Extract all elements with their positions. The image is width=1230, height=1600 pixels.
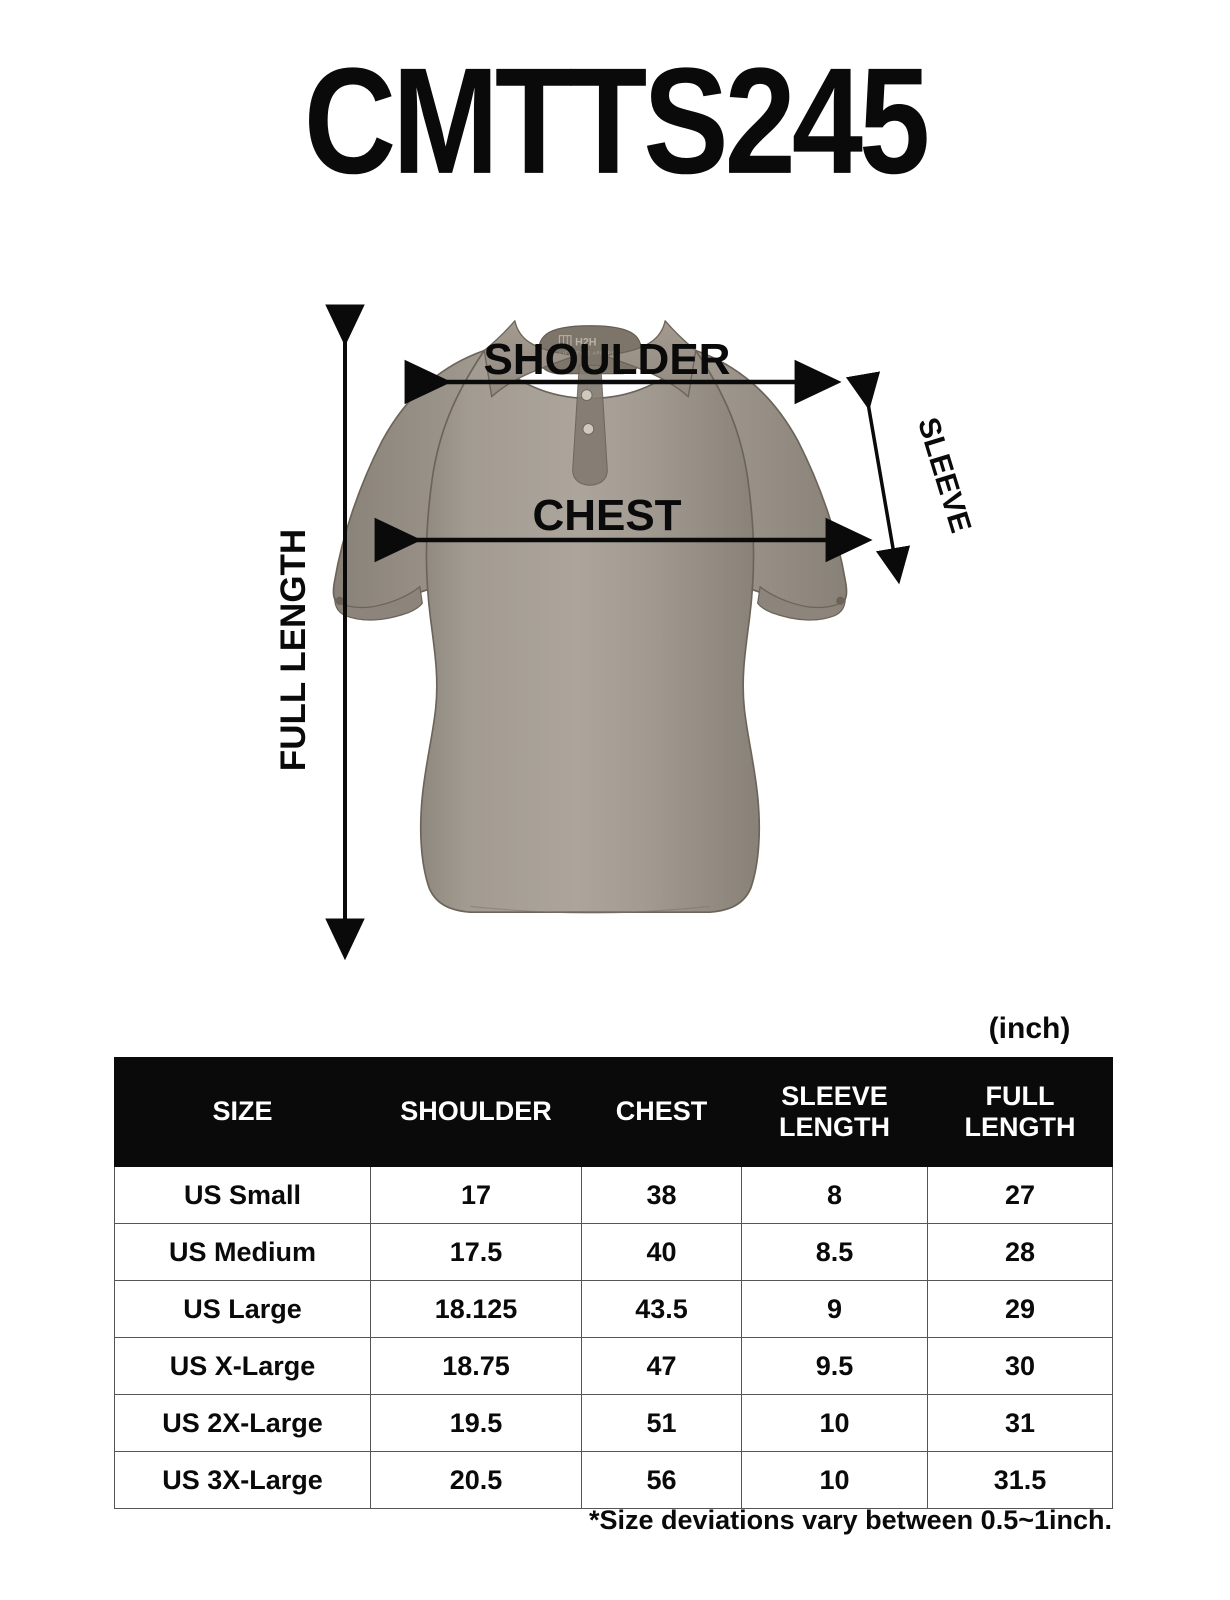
svg-text:FULL LENGTH: FULL LENGTH xyxy=(274,529,313,771)
svg-text:SLEEVE: SLEEVE xyxy=(911,414,977,537)
svg-text:SHOULDER: SHOULDER xyxy=(484,335,731,384)
svg-text:CHEST: CHEST xyxy=(532,491,681,540)
